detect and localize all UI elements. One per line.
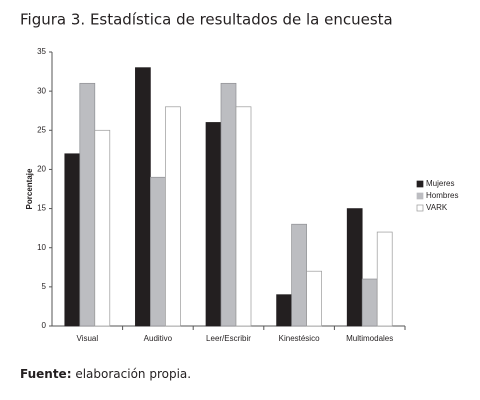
bar [306,270,322,327]
bar [376,231,393,327]
y-tick-label: 0 [42,321,47,330]
bar [79,82,96,327]
x-tick-label: Leer/Escribir [206,334,251,343]
y-tick-label: 30 [37,86,46,95]
bar [135,67,151,327]
legend-swatch [416,204,424,212]
bar [276,294,292,327]
legend-swatch [416,180,424,188]
bar [150,176,166,327]
bar [361,278,378,327]
bar [94,129,111,327]
x-tick-label: Visual [76,334,98,343]
x-tick-label: Multimodales [346,334,393,343]
bar [291,223,307,327]
caption-label: Fuente: [20,367,72,381]
y-tick-label: 35 [37,47,46,56]
y-tick-label: 20 [37,165,46,174]
y-tick-label: 5 [42,282,47,291]
x-tick-label: Auditivo [144,334,173,343]
bar [64,153,81,327]
x-tick-label: Kinestésico [279,334,320,343]
y-axis-label: Porcentaje [25,168,34,209]
caption-text: elaboración propia. [75,367,191,381]
legend-swatch [416,192,424,200]
y-tick-label: 15 [37,204,46,213]
legend-label: Mujeres [426,179,454,188]
y-tick-label: 25 [37,125,46,134]
bar [235,106,252,327]
chart-title: Figura 3. Estadística de resultados de l… [20,11,393,29]
legend-label: Hombres [426,191,458,200]
bar [205,122,222,327]
bar [220,82,237,327]
legend-label: VARK [426,203,448,212]
caption: Fuente: elaboración propia. [20,367,191,381]
y-tick-label: 10 [37,243,46,252]
bar [346,208,363,327]
bar [165,106,181,327]
